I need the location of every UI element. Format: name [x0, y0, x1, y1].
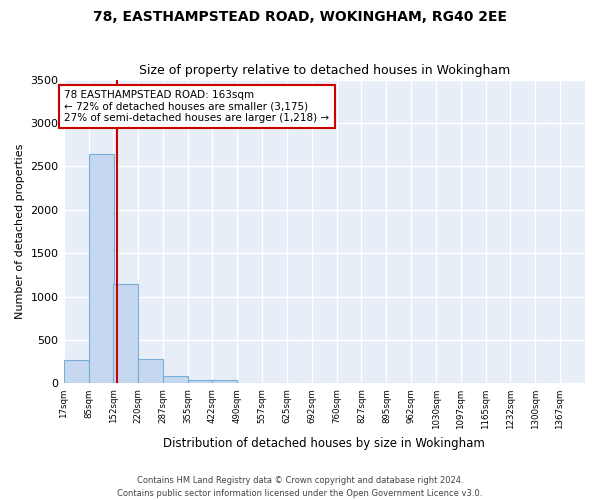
Text: 78 EASTHAMPSTEAD ROAD: 163sqm
← 72% of detached houses are smaller (3,175)
27% o: 78 EASTHAMPSTEAD ROAD: 163sqm ← 72% of d…	[64, 90, 329, 123]
Y-axis label: Number of detached properties: Number of detached properties	[15, 144, 25, 319]
Text: Contains HM Land Registry data © Crown copyright and database right 2024.
Contai: Contains HM Land Registry data © Crown c…	[118, 476, 482, 498]
Bar	[89, 154, 113, 384]
Bar	[188, 380, 213, 384]
Bar	[113, 284, 138, 384]
Bar	[64, 360, 89, 384]
Title: Size of property relative to detached houses in Wokingham: Size of property relative to detached ho…	[139, 64, 510, 77]
X-axis label: Distribution of detached houses by size in Wokingham: Distribution of detached houses by size …	[163, 437, 485, 450]
Text: 78, EASTHAMPSTEAD ROAD, WOKINGHAM, RG40 2EE: 78, EASTHAMPSTEAD ROAD, WOKINGHAM, RG40 …	[93, 10, 507, 24]
Bar	[163, 376, 188, 384]
Bar	[212, 380, 238, 384]
Bar	[138, 359, 163, 384]
